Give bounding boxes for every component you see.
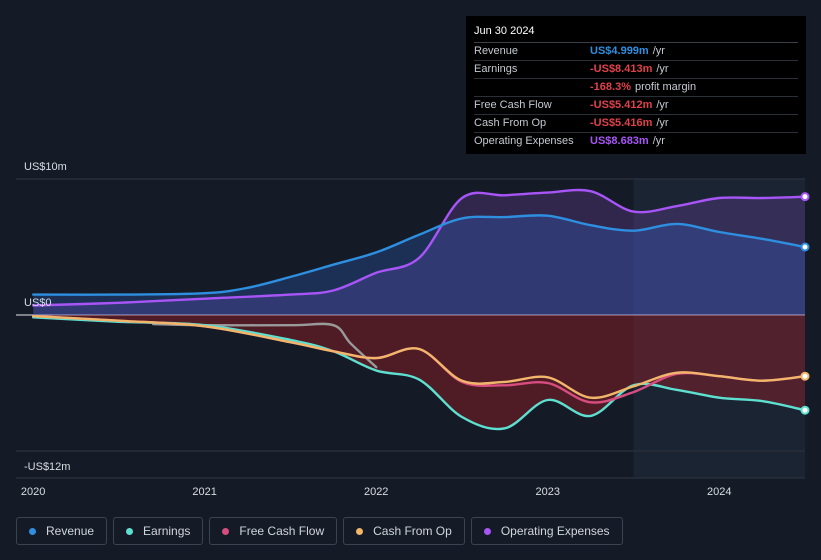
tooltip-row-unit: /yr bbox=[656, 99, 669, 111]
legend-dot-icon bbox=[126, 527, 134, 535]
tooltip-row-value: -168.3% bbox=[590, 81, 631, 93]
legend-dot-icon bbox=[356, 527, 364, 535]
endpoint-earnings bbox=[800, 405, 810, 415]
data-tooltip: Jun 30 2024 Revenue US$4.999m/yr Earnings -… bbox=[466, 16, 806, 154]
tooltip-row-value: US$4.999m bbox=[590, 45, 649, 57]
legend-dot-icon bbox=[483, 527, 491, 535]
tooltip-row-label: Revenue bbox=[474, 45, 519, 57]
legend-label: Revenue bbox=[46, 524, 95, 538]
tooltip-row-unit: /yr bbox=[652, 135, 665, 147]
legend-label: Earnings bbox=[143, 524, 191, 538]
legend-label: Operating Expenses bbox=[500, 524, 610, 538]
x-tick-label: 2022 bbox=[364, 486, 388, 498]
forecast-region bbox=[633, 179, 805, 478]
tooltip-row-label: Operating Expenses bbox=[474, 135, 574, 147]
tooltip-date: Jun 30 2024 bbox=[474, 24, 798, 43]
tooltip-row-value: US$8.683m bbox=[590, 135, 649, 147]
legend: Revenue Earnings Free Cash Flow Cash From O… bbox=[16, 517, 623, 545]
x-tick-label: 2021 bbox=[192, 486, 216, 498]
tooltip-row-unit: /yr bbox=[652, 45, 665, 57]
legend-item-revenue[interactable]: Revenue bbox=[16, 517, 108, 545]
legend-item-earnings[interactable]: Earnings bbox=[113, 517, 204, 545]
tooltip-row-unit: /yr bbox=[656, 63, 669, 75]
tooltip-row: Operating Expenses US$8.683m/yr bbox=[474, 133, 798, 150]
tooltip-row-label bbox=[474, 79, 590, 96]
y-axis-label: -US$12m bbox=[24, 461, 70, 473]
legend-dot-icon bbox=[29, 527, 36, 535]
tooltip-row-value: -US$8.413m bbox=[590, 63, 653, 75]
line-operating-expenses bbox=[32, 188, 807, 307]
gridlines bbox=[16, 178, 805, 479]
legend-item-operating-expenses[interactable]: Operating Expenses bbox=[470, 517, 623, 545]
legend-item-cash-from-op[interactable]: Cash From Op bbox=[343, 517, 465, 545]
tooltip-row-label: Cash From Op bbox=[474, 117, 547, 129]
area-operating-expenses bbox=[33, 189, 805, 315]
area-revenue bbox=[33, 215, 805, 315]
x-tick-label: 2023 bbox=[535, 486, 559, 498]
legend-dot-icon bbox=[222, 527, 230, 535]
legend-label: Free Cash Flow bbox=[239, 524, 325, 538]
line-revenue bbox=[32, 214, 807, 296]
tooltip-row-unit: /yr bbox=[656, 117, 669, 129]
tooltip-row: Earnings -US$8.413m/yr bbox=[474, 61, 798, 79]
tooltip-row-value: -US$5.416m bbox=[590, 117, 653, 129]
endpoint-operating-expenses bbox=[800, 192, 810, 202]
endpoint-revenue bbox=[800, 242, 810, 252]
tooltip-row-value: -US$5.412m bbox=[590, 99, 653, 111]
y-axis-label: US$0 bbox=[24, 297, 52, 309]
line-earnings bbox=[32, 316, 807, 431]
series-endpoints bbox=[800, 192, 810, 415]
tooltip-row-label: Free Cash Flow bbox=[474, 99, 552, 111]
x-tick-label: 2020 bbox=[21, 486, 45, 498]
tooltip-row: -168.3% profit margin bbox=[474, 79, 798, 97]
tooltip-row-label: Earnings bbox=[474, 63, 518, 75]
endpoint-cash-from-op bbox=[800, 371, 810, 381]
tooltip-row: Revenue US$4.999m/yr bbox=[474, 43, 798, 61]
tooltip-row-unit: profit margin bbox=[634, 81, 697, 93]
legend-label: Cash From Op bbox=[373, 524, 452, 538]
x-axis: 2020 2021 2022 2023 2024 bbox=[21, 486, 732, 498]
series-lines bbox=[32, 188, 807, 431]
y-axis: US$10m US$0 -US$12m bbox=[24, 161, 70, 473]
y-axis-label: US$10m bbox=[24, 161, 67, 173]
legend-item-free-cash-flow[interactable]: Free Cash Flow bbox=[209, 517, 338, 545]
line-cash-from-op bbox=[32, 314, 807, 400]
x-tick-label: 2024 bbox=[707, 486, 731, 498]
tooltip-row: Free Cash Flow -US$5.412m/yr bbox=[474, 97, 798, 115]
tooltip-row: Cash From Op -US$5.416m/yr bbox=[474, 115, 798, 133]
